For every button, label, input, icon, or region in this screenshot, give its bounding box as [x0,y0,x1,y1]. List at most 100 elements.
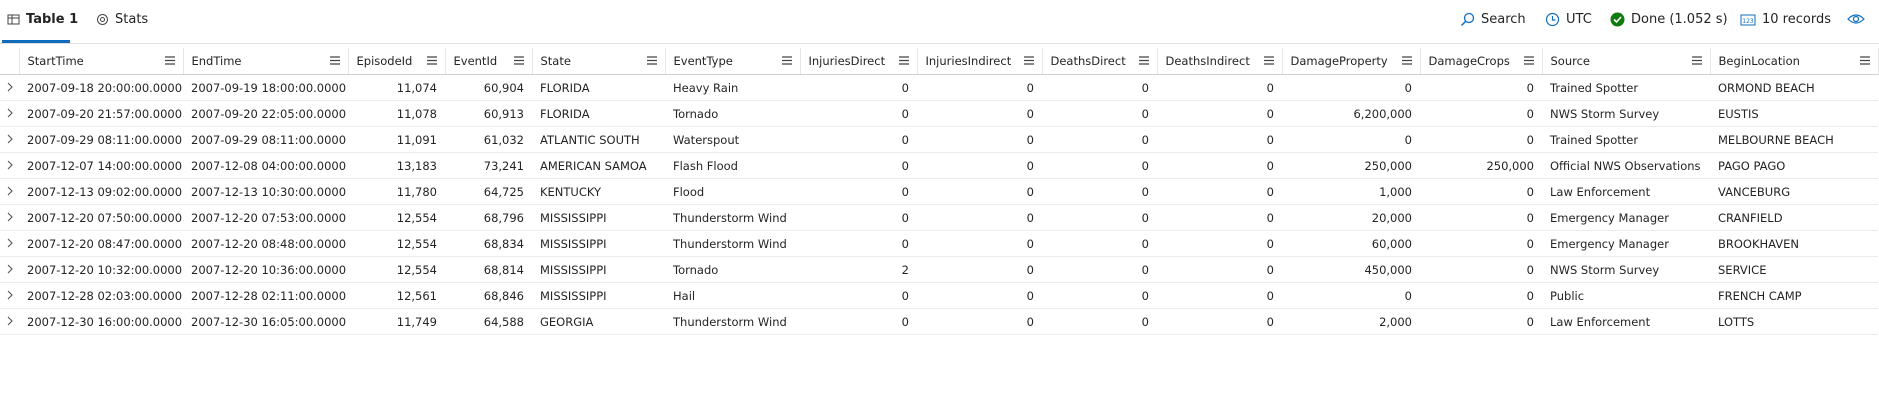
cell: Law Enforcement [1542,308,1710,335]
search[interactable]: Search [1460,12,1526,27]
expand-chevron[interactable] [6,290,14,300]
column-header[interactable]: InjuriesIndirect [917,48,1043,75]
cell: 2007-09-29 08:11:00.0000 [19,126,183,153]
cell: 12,554 [348,230,445,257]
expand-chevron[interactable] [6,238,14,248]
expand-cell[interactable] [0,282,19,309]
expand-chevron[interactable] [6,108,14,118]
column-menu-icon[interactable] [1859,56,1870,65]
visibility[interactable] [1847,12,1865,26]
cell: 0 [1157,282,1282,309]
cell: MELBOURNE BEACH [1710,126,1878,153]
expand-chevron[interactable] [6,134,14,144]
expand-cell[interactable] [0,126,19,153]
expand-cell[interactable] [0,100,19,127]
column-header[interactable]: DeathsDirect [1042,48,1158,75]
cell: 2007-09-20 21:57:00.0000 [19,100,183,127]
cell: MISSISSIPPI [532,230,665,257]
expand-cell[interactable] [0,230,19,257]
column-header[interactable]: EventId [445,48,533,75]
cell: 0 [800,126,917,153]
search-label: Search [1481,12,1526,27]
column-header[interactable]: DamageCrops [1420,48,1543,75]
column-menu-icon[interactable] [513,56,524,65]
column-menu-icon[interactable] [1138,56,1149,65]
column-menu-icon[interactable] [1263,56,1274,65]
table-tab[interactable]: Table 1 [7,12,78,27]
column-menu-icon[interactable] [646,56,657,65]
cell: 12,554 [348,204,445,231]
expand-chevron[interactable] [6,186,14,196]
cell: 60,913 [445,100,532,127]
cell: 0 [1157,230,1282,257]
column-title: Source [1550,54,1591,68]
column-header[interactable]: EndTime [183,48,349,75]
cell: 0 [1282,282,1420,309]
column-menu-icon[interactable] [1401,56,1412,65]
cell: 64,588 [445,308,532,335]
cell: 2007-12-13 10:30:00.0000 [183,178,348,205]
expand-cell[interactable] [0,256,19,283]
cell: 0 [1157,308,1282,335]
expand-cell[interactable] [0,204,19,231]
column-header[interactable]: DeathsIndirect [1157,48,1283,75]
cell: 0 [1420,100,1542,127]
cell: Thunderstorm Wind [665,308,800,335]
expand-cell[interactable] [0,308,19,335]
column-title: DeathsIndirect [1165,54,1250,68]
expand-cell[interactable] [0,178,19,205]
cell: 0 [800,74,917,101]
column-menu-icon[interactable] [164,56,175,65]
column-menu-icon[interactable] [1691,56,1702,65]
expand-chevron[interactable] [6,316,14,326]
column-menu-icon[interactable] [781,56,792,65]
column-menu-icon[interactable] [1523,56,1534,65]
expand-cell[interactable] [0,152,19,179]
cell: 68,834 [445,230,532,257]
column-menu-icon[interactable] [329,56,340,65]
cell: 68,846 [445,282,532,309]
column-title: EventId [453,54,498,68]
cell: 0 [917,152,1042,179]
cell: 2007-12-20 08:48:00.0000 [183,230,348,257]
cell: AMERICAN SAMOA [532,152,665,179]
cell: 11,078 [348,100,445,127]
column-header[interactable]: EventType [665,48,801,75]
column-header[interactable]: EpisodeId [348,48,446,75]
cell: Thunderstorm Wind [665,204,800,231]
column-title: EventType [673,54,733,68]
cell: MISSISSIPPI [532,256,665,283]
column-header[interactable]: Source [1542,48,1711,75]
cell: 20,000 [1282,204,1420,231]
cell: 0 [1042,126,1157,153]
column-header[interactable]: State [532,48,666,75]
cell: 0 [917,126,1042,153]
timezone[interactable]: UTC [1545,12,1592,27]
table-row: 2007-12-07 14:00:00.0000 2007-12-08 04:00… [0,152,1878,179]
cell: 0 [1157,152,1282,179]
cell: 11,749 [348,308,445,335]
table-row: 2007-12-20 08:47:00.0000 2007-12-20 08:48… [0,230,1878,257]
column-menu-icon[interactable] [426,56,437,65]
expand-chevron[interactable] [6,160,14,170]
column-menu-icon[interactable] [1023,56,1034,65]
search-icon [1460,12,1475,27]
expand-chevron[interactable] [6,82,14,92]
expand-cell[interactable] [0,74,19,101]
cell: 0 [1157,126,1282,153]
column-header[interactable]: StartTime [19,48,184,75]
expand-chevron[interactable] [6,264,14,274]
cell: 0 [1420,126,1542,153]
column-header[interactable]: BeginLocation [1710,48,1879,75]
column-menu-icon[interactable] [898,56,909,65]
cell: FRENCH CAMP [1710,282,1878,309]
cell: 0 [1042,74,1157,101]
stats-tab[interactable]: Stats [96,12,148,27]
cell: 0 [1420,74,1542,101]
column-header[interactable]: InjuriesDirect [800,48,918,75]
cell: LOTTS [1710,308,1878,335]
cell: 250,000 [1282,152,1420,179]
column-header[interactable]: DamageProperty [1282,48,1421,75]
cell: 68,796 [445,204,532,231]
expand-chevron[interactable] [6,212,14,222]
